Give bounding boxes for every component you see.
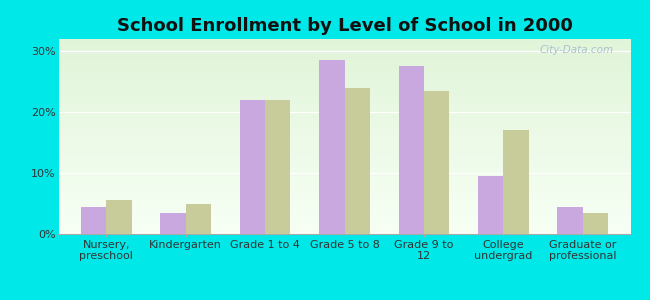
Bar	[344, 88, 370, 234]
Bar	[160, 213, 186, 234]
Bar	[478, 176, 503, 234]
Bar	[558, 207, 583, 234]
Bar	[319, 60, 344, 234]
Title: School Enrollment by Level of School in 2000: School Enrollment by Level of School in …	[116, 17, 573, 35]
Bar	[398, 66, 424, 234]
Text: City-Data.com: City-Data.com	[540, 45, 614, 55]
Bar	[265, 100, 291, 234]
Bar	[503, 130, 529, 234]
Bar	[186, 203, 211, 234]
Bar	[240, 100, 265, 234]
Bar	[583, 213, 608, 234]
Bar	[424, 91, 449, 234]
Bar	[106, 200, 131, 234]
Bar	[81, 207, 106, 234]
